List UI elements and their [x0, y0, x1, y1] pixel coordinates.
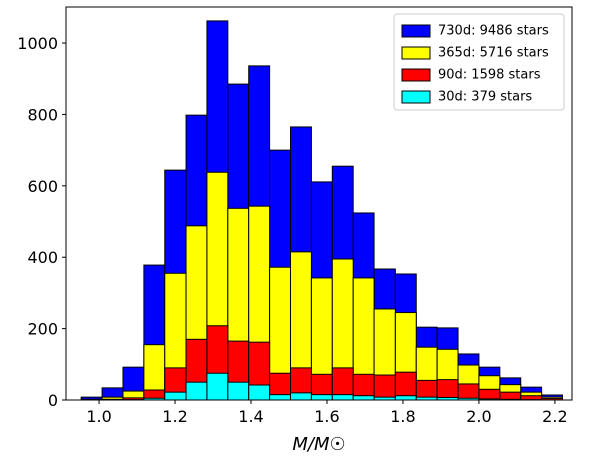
- bar: [457, 383, 480, 401]
- legend-label: 365d: 5716 stars: [438, 46, 549, 61]
- bar: [269, 394, 292, 401]
- x-axis-label: M/M☉: [292, 434, 345, 455]
- y-tick-label: 400: [27, 248, 58, 267]
- x-tick-label: 1.8: [390, 407, 415, 426]
- x-tick-label: 1.4: [238, 407, 263, 426]
- plot-frame: [65, 6, 573, 401]
- bar: [248, 384, 271, 401]
- y-tick-label: 600: [27, 177, 58, 196]
- y-tick-label: 200: [27, 320, 58, 339]
- legend-swatch: [401, 46, 431, 60]
- x-tick-label: 1.6: [314, 407, 339, 426]
- bar: [394, 395, 417, 401]
- x-tick-label: 2.0: [466, 407, 491, 426]
- x-tick-label: 1.2: [162, 407, 187, 426]
- y-tick-label: 1000: [17, 34, 58, 53]
- bar: [331, 394, 354, 401]
- x-tick-label: 1.0: [86, 407, 111, 426]
- bar: [206, 372, 229, 401]
- bar: [164, 391, 187, 401]
- bar: [373, 374, 396, 401]
- bar: [478, 388, 501, 401]
- legend-label: 90d: 1598 stars: [438, 68, 541, 83]
- legend-label: 730d: 9486 stars: [438, 24, 549, 39]
- legend-swatch: [401, 24, 431, 38]
- bar: [436, 379, 459, 401]
- legend-swatch: [401, 68, 431, 82]
- x-tick-label: 2.2: [542, 407, 567, 426]
- bar: [310, 394, 333, 401]
- bar: [227, 381, 250, 401]
- bar: [185, 381, 208, 401]
- legend-box: [393, 13, 565, 111]
- bar: [290, 392, 312, 401]
- legend-swatch: [401, 90, 431, 104]
- y-tick-label: 800: [27, 105, 58, 124]
- bar: [352, 395, 375, 401]
- legend-label: 30d: 379 stars: [438, 90, 532, 105]
- y-tick-label: 0: [48, 391, 58, 410]
